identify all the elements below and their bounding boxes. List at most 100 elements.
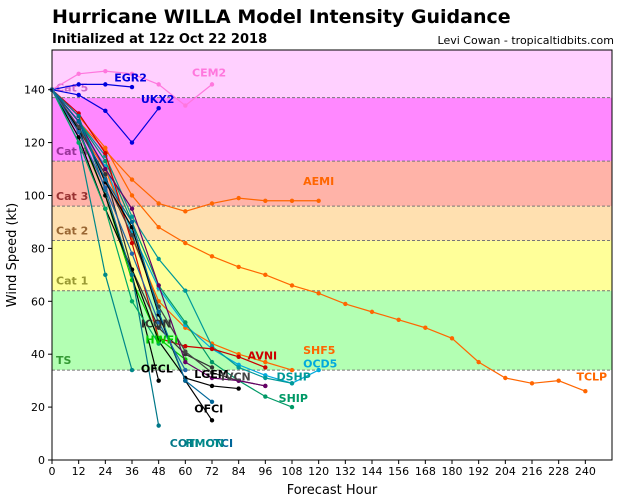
y-tick-label: 140 xyxy=(24,84,45,97)
point-dshp xyxy=(129,214,135,219)
series-label-dshp: DSHP xyxy=(276,371,310,384)
point-tclp xyxy=(316,291,321,296)
point-lgem xyxy=(236,386,241,391)
point-tclp xyxy=(583,389,588,394)
point-hmon xyxy=(103,272,108,278)
series-label-ofcl: OFCL xyxy=(141,363,173,376)
x-tick-label: 84 xyxy=(232,465,246,478)
point-ivcn xyxy=(129,232,135,238)
point-cem2 xyxy=(156,82,161,87)
y-tick-label: 60 xyxy=(31,295,45,308)
x-tick-label: 240 xyxy=(575,465,596,478)
point-ukx2 xyxy=(76,92,81,98)
point-tclp xyxy=(423,325,428,330)
point-tclp xyxy=(369,309,375,315)
point-tclp xyxy=(556,378,561,383)
band-label: Cat 3 xyxy=(56,190,88,203)
plot-frame xyxy=(51,49,613,461)
chart-credit: Levi Cowan - tropicaltidbits.com xyxy=(437,34,614,47)
point-dshp xyxy=(289,381,295,386)
point-nvgm xyxy=(156,341,161,346)
point-aemi xyxy=(209,201,215,206)
point-cem2 xyxy=(183,103,188,108)
series-label-tclp: TCLP xyxy=(576,371,607,384)
point-aemi xyxy=(236,195,241,201)
x-tick-label: 180 xyxy=(442,465,463,478)
series-line-ship xyxy=(51,89,293,408)
chart-subtitle: Initialized at 12z Oct 22 2018 xyxy=(52,32,268,47)
point-ocd5 xyxy=(316,367,321,373)
series-label-ivcn: IVCN xyxy=(221,371,251,384)
point-ctci xyxy=(183,378,188,383)
series-label-lgem: LGEM xyxy=(194,368,229,381)
point-ship xyxy=(263,394,268,399)
point-tclp xyxy=(129,193,135,198)
point-hwrf xyxy=(129,206,135,211)
point-egr2 xyxy=(76,82,81,87)
point-aemi xyxy=(263,198,268,203)
point-hwrf xyxy=(156,283,161,288)
series-label-icon: ICON xyxy=(141,318,172,331)
x-tick-label: 24 xyxy=(98,465,112,478)
point-cem2 xyxy=(76,71,81,77)
point-dshp xyxy=(236,365,241,370)
y-tick-label: 100 xyxy=(24,189,45,202)
band-label: TS xyxy=(56,354,72,367)
point-tclp xyxy=(289,283,295,288)
point-lgem xyxy=(209,383,215,389)
series-label-avni: AVNI xyxy=(248,349,278,362)
point-ofci xyxy=(209,418,215,423)
point-tclp xyxy=(183,240,188,246)
x-tick-label: 96 xyxy=(258,465,272,478)
point-avni xyxy=(209,346,215,352)
point-tclp xyxy=(529,381,535,386)
point-ship xyxy=(209,359,215,365)
point-tclp xyxy=(209,254,215,259)
point-ctci xyxy=(209,399,215,405)
x-tick-label: 132 xyxy=(335,465,356,478)
band-cat-4 xyxy=(52,97,612,162)
point-shf5 xyxy=(289,367,295,373)
point-avni xyxy=(236,354,241,360)
point-ctci xyxy=(129,219,135,225)
y-tick-label: 80 xyxy=(31,242,45,255)
chart-title: Hurricane WILLA Model Intensity Guidance xyxy=(52,6,511,28)
point-avni xyxy=(183,344,188,349)
x-tick-label: 12 xyxy=(72,465,86,478)
point-ship xyxy=(183,320,188,325)
point-ivcn xyxy=(76,124,81,129)
series-label-ocd5: OCD5 xyxy=(303,357,337,370)
point-dshp xyxy=(156,256,161,262)
band-cat-5 xyxy=(52,50,612,98)
point-aemi xyxy=(129,177,135,182)
point-ukx2 xyxy=(156,105,161,111)
point-aemi xyxy=(289,198,295,203)
x-axis-label: Forecast Hour xyxy=(287,483,378,498)
point-ship xyxy=(289,404,295,410)
point-ofcl xyxy=(156,378,161,383)
point-hwrf xyxy=(263,383,268,389)
x-tick-label: 228 xyxy=(548,465,569,478)
series-label-ukx2: UKX2 xyxy=(141,93,175,106)
x-tick-label: 60 xyxy=(178,465,192,478)
series-label-shf5: SHF5 xyxy=(303,344,335,357)
point-hwrf xyxy=(209,375,215,381)
point-coti xyxy=(129,272,135,278)
x-tick-label: 204 xyxy=(495,465,516,478)
point-hwrf2 xyxy=(129,251,135,256)
point-cem2 xyxy=(103,68,108,74)
series-label-hwfi: HWFI xyxy=(145,334,178,347)
band-label: Cat 2 xyxy=(56,224,88,237)
x-tick-label: 120 xyxy=(308,465,329,478)
x-tick-label: 0 xyxy=(49,465,56,478)
point-cem2 xyxy=(129,71,135,77)
x-tick-label: 72 xyxy=(205,465,219,478)
point-ctci xyxy=(156,309,161,315)
point-cem2 xyxy=(209,82,215,87)
x-tick-label: 48 xyxy=(152,465,166,478)
point-hwrf xyxy=(183,359,188,365)
series-label-ctci: CTCI xyxy=(205,437,233,450)
series-line-dshp xyxy=(51,89,293,384)
